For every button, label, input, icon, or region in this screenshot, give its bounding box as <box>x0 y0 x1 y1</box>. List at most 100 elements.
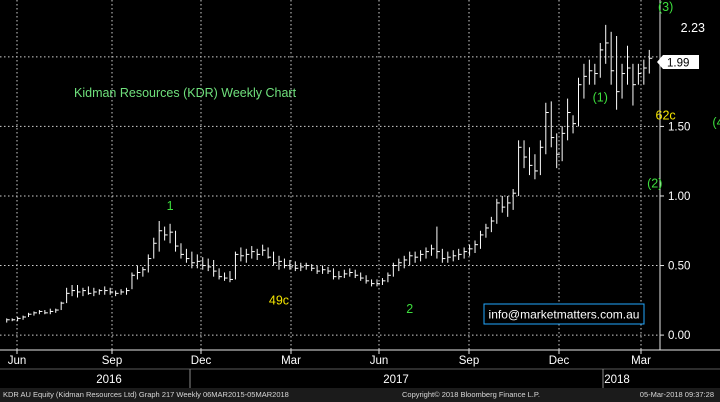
price-bar <box>158 221 163 252</box>
price-bar <box>441 248 446 263</box>
price-bar <box>469 244 473 256</box>
price-bar <box>289 259 293 270</box>
price-bar <box>294 261 299 272</box>
price-bar <box>567 98 571 141</box>
price-bar <box>512 189 517 210</box>
annotation-label: 1 <box>167 199 174 213</box>
price-bar <box>414 251 419 263</box>
price-bar <box>229 271 233 283</box>
annotation-label: 49c <box>269 293 289 307</box>
price-bar <box>458 248 462 260</box>
price-bar <box>545 102 549 155</box>
price-bar <box>175 230 179 252</box>
price-bar <box>485 223 489 238</box>
price-bar <box>196 254 201 269</box>
price-bar <box>409 251 413 266</box>
x-tick-label: Jun <box>8 355 27 367</box>
price-bar <box>420 250 424 262</box>
price-bar <box>637 63 642 85</box>
price-bar <box>507 195 511 217</box>
price-bar <box>376 279 381 287</box>
price-bar <box>583 63 587 99</box>
price-bar <box>17 317 21 322</box>
y-tick-label: 0.50 <box>668 261 690 273</box>
price-bar <box>616 35 620 110</box>
price-bar <box>311 264 315 272</box>
price-bar <box>577 77 582 127</box>
price-bar <box>605 24 609 64</box>
price-bar <box>490 216 495 233</box>
price-bar <box>425 247 430 259</box>
x-tick-label: Mar <box>631 355 651 367</box>
price-bar <box>11 318 16 322</box>
price-bar <box>98 289 103 295</box>
price-bar <box>523 140 528 169</box>
price-bar <box>33 311 37 316</box>
price-bar <box>643 59 647 85</box>
price-bar <box>207 258 212 272</box>
price-bar <box>338 271 342 280</box>
price-bar <box>550 101 555 148</box>
price-bar <box>147 254 152 273</box>
footer-security-info: KDR AU Equity (Kidman Resources Ltd) Gra… <box>3 390 289 399</box>
annotation-label: 62c <box>656 108 676 122</box>
price-bar <box>479 230 484 249</box>
x-axis: Jun Sep Dec Mar Jun Sep Dec Mar 2016 2017 2018 <box>0 349 720 388</box>
price-bar <box>180 243 184 259</box>
price-bar <box>191 251 195 269</box>
chart-title: Kidman Resources (KDR) Weekly Chart <box>74 86 297 100</box>
y-tick-label: 1.00 <box>668 191 690 203</box>
price-bar <box>430 244 435 256</box>
price-bar <box>534 154 538 180</box>
price-bar <box>169 223 174 244</box>
x-year-label: 2016 <box>96 374 122 386</box>
annotation-label: (4) <box>712 115 720 129</box>
price-bar <box>273 251 277 266</box>
last-price-label: 1.99 <box>667 58 689 70</box>
price-bar <box>452 250 457 262</box>
price-bar <box>6 318 10 323</box>
price-bar <box>594 63 598 85</box>
price-bar <box>621 63 626 99</box>
annotation-label: 2.23 <box>681 21 705 35</box>
price-bar <box>262 244 266 256</box>
price-bar <box>120 289 125 295</box>
footer-timestamp: 05-Mar-2018 09:37:28 <box>639 390 714 399</box>
price-bars <box>6 24 653 323</box>
price-bar <box>300 262 304 272</box>
price-bar <box>218 268 223 280</box>
price-bar <box>496 198 500 224</box>
price-bar <box>256 248 261 260</box>
price-bar <box>234 251 239 280</box>
price-bar <box>398 258 402 272</box>
watermark-text: info@marketmatters.com.au <box>489 308 640 322</box>
price-bar <box>556 133 560 169</box>
price-bar <box>142 266 146 277</box>
price-bar <box>202 257 206 270</box>
price-bar <box>648 49 653 74</box>
price-bar <box>87 286 92 295</box>
price-bar <box>283 258 288 269</box>
price-bar <box>610 31 615 85</box>
price-bar <box>44 310 48 315</box>
price-bar <box>104 286 108 295</box>
price-bar <box>164 226 168 241</box>
y-tick-label: 0.00 <box>668 330 690 342</box>
price-bar <box>626 45 631 85</box>
y-tick-label: 1.50 <box>668 121 690 133</box>
price-bar <box>28 312 32 318</box>
price-bar <box>66 287 70 304</box>
price-bar <box>474 240 479 254</box>
y-axis: 0.00 0.50 1.00 1.50 <box>659 0 690 350</box>
price-bar <box>77 285 81 298</box>
price-bar <box>267 247 272 259</box>
price-bar <box>251 246 255 259</box>
price-bar <box>447 251 451 263</box>
price-bar <box>539 140 544 176</box>
x-year-label: 2018 <box>604 374 630 386</box>
footer-copyright: Copyright© 2018 Bloomberg Finance L.P. <box>402 390 540 399</box>
price-bar <box>245 248 250 263</box>
price-bar <box>632 63 636 106</box>
